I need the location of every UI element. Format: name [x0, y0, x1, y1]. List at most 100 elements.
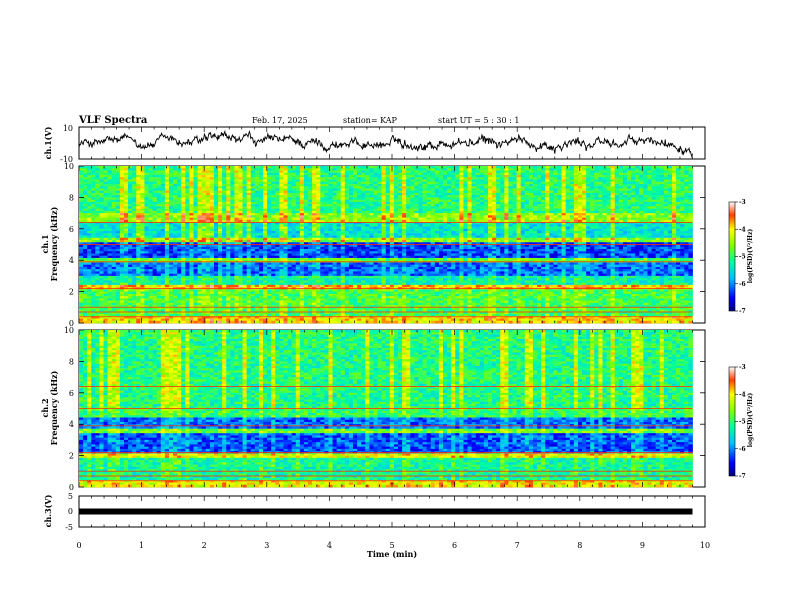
spectrogram-cell	[288, 262, 292, 265]
spectrogram-cell	[243, 231, 247, 234]
spectrogram-cell	[259, 278, 263, 281]
spectrogram-cell	[304, 247, 308, 250]
spectrogram-cell	[173, 193, 177, 196]
spectrogram-cell	[79, 247, 83, 250]
spectrogram-cell	[239, 240, 243, 243]
spectrogram-cell	[259, 240, 263, 243]
spectrogram-cell	[239, 278, 243, 281]
spectrogram-cell	[243, 193, 247, 196]
spectrogram-cell	[128, 240, 132, 243]
spectrogram-cell	[292, 303, 296, 306]
spectrogram-cell	[157, 231, 161, 234]
spectrogram-cell	[222, 278, 226, 281]
spectrogram-cell	[288, 209, 292, 212]
spectrogram-cell	[251, 193, 255, 196]
spectrogram-cell	[112, 215, 116, 218]
spectrogram-cell	[149, 200, 153, 203]
spectrogram-cell	[202, 271, 206, 274]
spectrogram-cell	[149, 215, 153, 218]
spectrogram-cell	[210, 215, 214, 218]
spectrogram-cell	[353, 215, 357, 218]
spectrogram-cell	[144, 184, 148, 187]
spectrogram-cell	[198, 256, 202, 259]
spectrogram-cell	[128, 231, 132, 234]
spectrogram-cell	[337, 168, 341, 171]
spectrogram-cell	[243, 262, 247, 265]
spectrogram-cell	[120, 209, 124, 212]
spectrogram-cell	[308, 193, 312, 196]
spectrogram-cell	[300, 193, 304, 196]
spectrogram-cell	[95, 319, 99, 322]
spectrogram-cell	[104, 278, 108, 281]
spectrogram-cell	[320, 177, 324, 180]
spectrogram-cell	[353, 247, 357, 250]
spectrogram-cell	[259, 168, 263, 171]
spectrogram-cell	[308, 231, 312, 234]
spectrogram-cell	[333, 321, 337, 324]
spectrogram-cell	[185, 247, 189, 250]
spectrogram-cell	[116, 231, 120, 234]
spectrogram-cell	[112, 303, 116, 306]
spectrogram-cell	[83, 303, 87, 306]
spectrogram-cell	[202, 247, 206, 250]
spectrogram-cell	[157, 240, 161, 243]
spectrogram-cell	[337, 209, 341, 212]
spectrogram-cell	[116, 271, 120, 274]
spectrogram-cell	[181, 271, 185, 274]
spectrogram-cell	[337, 240, 341, 243]
spectrogram-cell	[263, 209, 267, 212]
spectrogram-cell	[259, 200, 263, 203]
spectrogram-cell	[234, 231, 238, 234]
spectrogram-cell	[149, 240, 153, 243]
spectrogram-cell	[226, 294, 230, 297]
spectrogram-cell	[341, 271, 345, 274]
spectrogram-cell	[95, 168, 99, 171]
spectrogram-cell	[230, 224, 234, 227]
spectrogram-cell	[263, 278, 267, 281]
spectrogram-cell	[87, 303, 91, 306]
spectrogram-cell	[251, 247, 255, 250]
spectrogram-cell	[140, 303, 144, 306]
spectrogram-cell	[214, 247, 218, 250]
spectrogram-cell	[214, 168, 218, 171]
spectrogram-cell	[83, 256, 87, 259]
spectrogram-cell	[328, 271, 332, 274]
spectrogram-cell	[230, 319, 234, 322]
spectrogram-cell	[210, 209, 214, 212]
spectrogram-cell	[149, 256, 153, 259]
spectrogram-cell	[206, 240, 210, 243]
spectrogram-cell	[128, 193, 132, 196]
spectrogram-cell	[202, 224, 206, 227]
spectrogram-cell	[263, 303, 267, 306]
spectrogram-cell	[361, 168, 365, 171]
spectrogram-cell	[275, 294, 279, 297]
spectrogram-cell	[304, 184, 308, 187]
spectrogram-cell	[153, 240, 157, 243]
spectrogram-cell	[165, 256, 169, 259]
spectrogram-cell	[328, 200, 332, 203]
spectrogram-cell	[140, 321, 144, 324]
spectrogram-cell	[87, 215, 91, 218]
spectrogram-cell	[124, 240, 128, 243]
spectrogram-cell	[218, 231, 222, 234]
spectrogram-cell	[234, 168, 238, 171]
spectrogram-cell	[104, 303, 108, 306]
spectrogram-cell	[206, 303, 210, 306]
spectrogram-cell	[365, 271, 369, 274]
spectrogram-cell	[149, 168, 153, 171]
spectrogram-cell	[369, 200, 373, 203]
spectrogram-cell	[353, 209, 357, 212]
spectrogram-cell	[108, 278, 112, 281]
spectrogram-cell	[202, 262, 206, 265]
spectrogram-cell	[312, 271, 316, 274]
spectrogram-cell	[108, 262, 112, 265]
spectrogram-cell	[234, 271, 238, 274]
spectrogram-cell	[234, 215, 238, 218]
spectrogram-cell	[79, 200, 83, 203]
spectrogram-cell	[99, 177, 103, 180]
spectrogram-cell	[189, 247, 193, 250]
spectrogram-cell	[153, 168, 157, 171]
spectrogram-cell	[259, 177, 263, 180]
spectrogram-cell	[169, 184, 173, 187]
spectrogram-cell	[300, 184, 304, 187]
